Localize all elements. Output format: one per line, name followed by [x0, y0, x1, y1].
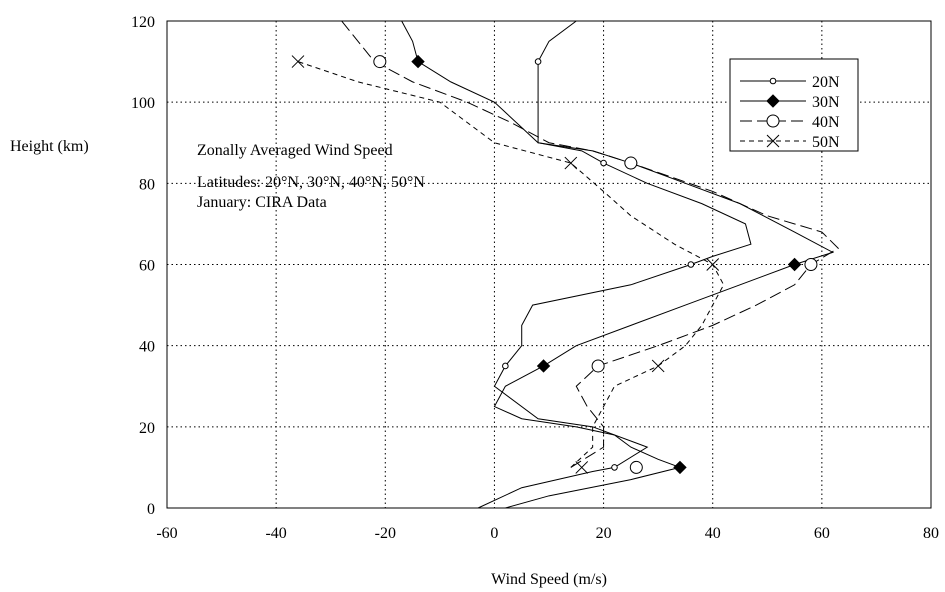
series-50N — [291, 55, 725, 474]
data-point-50N — [706, 258, 720, 271]
x-tick-label: 80 — [923, 525, 939, 542]
x-axis-label: Wind Speed (m/s) — [491, 571, 607, 588]
data-point-20N — [534, 58, 542, 65]
data-point-40N — [591, 359, 605, 373]
y-tick-label: 80 — [139, 176, 155, 193]
data-point-30N — [536, 359, 551, 373]
y-tick-label: 120 — [131, 14, 155, 31]
x-tick-label: -20 — [375, 525, 396, 542]
data-point-30N — [673, 460, 687, 475]
data-point-20N — [600, 159, 607, 167]
plot-frame — [166, 20, 932, 509]
data-point-30N — [787, 257, 802, 272]
legend-marker-50N — [766, 134, 780, 148]
x-marker-stroke — [706, 258, 720, 271]
x-marker-stroke — [766, 134, 780, 148]
x-tick-label: -60 — [156, 525, 177, 542]
x-axis-ticks: -60 -40 -20 0 20 40 60 80 — [156, 525, 939, 542]
y-axis-ticks: 0 20 40 60 80 100 120 — [131, 14, 155, 518]
legend-marker-20N — [769, 77, 777, 85]
y-tick-label: 0 — [147, 501, 155, 518]
legend-label-40N: 40N — [812, 114, 840, 131]
data-point-40N — [804, 258, 818, 271]
x-tick-label: 60 — [814, 525, 830, 542]
x-tick-label: 20 — [596, 525, 612, 542]
y-tick-label: 100 — [131, 95, 155, 112]
data-point-40N — [629, 460, 643, 474]
data-point-50N — [291, 55, 305, 68]
legend-marker-40N — [766, 114, 780, 128]
legend-marker-30N — [766, 94, 780, 108]
data-point-40N — [373, 55, 387, 69]
data-point-50N — [651, 359, 665, 373]
y-tick-label: 20 — [139, 420, 155, 437]
data-point-20N — [611, 464, 618, 471]
series-group — [291, 20, 840, 509]
data-point-20N — [502, 362, 509, 370]
series-line-20N — [477, 20, 752, 509]
legend-label-30N: 30N — [812, 94, 840, 111]
x-tick-label: 40 — [705, 525, 721, 542]
y-axis-label: Height (km) — [10, 138, 89, 155]
data-point-50N — [575, 461, 589, 474]
x-tick-label: 0 — [490, 525, 498, 542]
annotation-source: January: CIRA Data — [197, 194, 327, 211]
legend: 20N 30N 40N 50N — [729, 58, 859, 152]
annotation-latitudes: Latitudes: 20°N, 30°N, 40°N, 50°N — [197, 174, 425, 191]
y-tick-label: 60 — [139, 258, 155, 275]
x-marker-stroke — [291, 55, 305, 68]
x-marker-stroke — [575, 461, 589, 474]
legend-label-20N: 20N — [812, 74, 840, 91]
legend-label-50N: 50N — [812, 134, 840, 151]
legend-box — [729, 58, 859, 152]
series-20N — [477, 20, 752, 509]
y-tick-label: 40 — [139, 339, 155, 356]
data-point-40N — [624, 156, 638, 170]
x-marker-stroke — [651, 359, 665, 373]
series-line-40N — [341, 20, 840, 468]
annotation-title: Zonally Averaged Wind Speed — [197, 142, 393, 159]
x-tick-label: -40 — [265, 525, 286, 542]
series-line-50N — [297, 61, 725, 468]
data-point-30N — [411, 54, 425, 69]
x-marker-stroke — [564, 156, 578, 170]
data-point-50N — [564, 156, 578, 170]
series-40N — [341, 20, 840, 474]
data-point-20N — [687, 261, 695, 268]
